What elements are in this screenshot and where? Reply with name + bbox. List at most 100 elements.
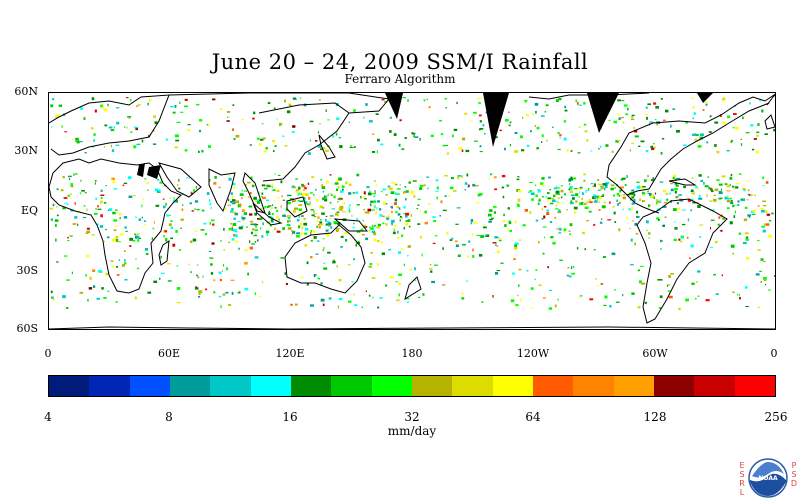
rain-speck bbox=[639, 265, 644, 267]
rain-speck bbox=[118, 259, 121, 261]
rain-speck bbox=[377, 223, 381, 227]
rain-speck bbox=[299, 222, 303, 226]
rain-speck bbox=[592, 185, 596, 188]
rain-speck bbox=[494, 188, 497, 191]
rain-speck bbox=[630, 238, 633, 242]
rain-speck bbox=[153, 128, 155, 132]
colorbar-swatch-11 bbox=[492, 376, 533, 396]
rain-speck bbox=[73, 173, 75, 176]
rain-speck bbox=[691, 198, 694, 202]
rain-speck bbox=[277, 196, 280, 199]
rain-speck bbox=[403, 227, 406, 230]
rain-speck bbox=[289, 194, 292, 196]
rain-speck bbox=[743, 189, 746, 192]
rain-speck bbox=[49, 207, 54, 210]
rain-speck bbox=[605, 144, 609, 147]
rain-speck bbox=[317, 145, 322, 148]
rain-speck bbox=[290, 230, 294, 232]
rain-speck bbox=[258, 199, 262, 202]
rain-speck bbox=[602, 256, 606, 258]
rain-speck bbox=[353, 293, 355, 296]
rain-speck bbox=[136, 267, 140, 270]
rain-speck bbox=[756, 131, 760, 134]
rain-speck bbox=[386, 218, 389, 221]
rain-speck bbox=[559, 193, 561, 196]
rain-speck bbox=[193, 189, 196, 192]
rain-speck bbox=[55, 224, 57, 227]
coast-india bbox=[208, 168, 236, 213]
rain-speck bbox=[745, 132, 750, 134]
rain-speck bbox=[141, 204, 143, 208]
rain-speck bbox=[495, 244, 497, 246]
rain-speck bbox=[540, 182, 544, 185]
rain-speck bbox=[230, 200, 233, 203]
rain-speck bbox=[426, 98, 428, 100]
rain-speck bbox=[373, 205, 375, 209]
rain-speck bbox=[280, 205, 282, 208]
rain-speck bbox=[660, 152, 663, 155]
coast-alaska bbox=[528, 93, 650, 100]
rain-speck bbox=[199, 129, 201, 133]
coast-caribbean bbox=[668, 178, 697, 186]
rain-speck bbox=[304, 203, 308, 205]
rain-speck bbox=[570, 150, 573, 152]
rain-speck bbox=[111, 265, 114, 268]
rain-speck bbox=[322, 147, 326, 149]
rain-speck bbox=[333, 259, 335, 262]
rain-speck bbox=[595, 278, 597, 280]
noaa-badge-text: NOAA bbox=[758, 475, 778, 482]
rain-speck bbox=[165, 238, 168, 242]
rain-speck bbox=[517, 198, 521, 202]
rain-speck bbox=[91, 97, 95, 101]
rain-speck bbox=[344, 231, 347, 234]
rain-speck bbox=[325, 180, 329, 184]
rain-speck bbox=[341, 185, 345, 188]
rain-speck bbox=[103, 297, 107, 299]
rain-speck bbox=[563, 228, 567, 232]
rain-speck bbox=[765, 284, 767, 286]
rain-speck bbox=[744, 286, 748, 289]
rain-speck bbox=[272, 140, 275, 142]
rain-speck bbox=[280, 180, 283, 184]
rain-speck bbox=[67, 194, 71, 197]
rain-speck bbox=[74, 216, 78, 219]
rain-speck bbox=[640, 140, 645, 143]
rain-speck bbox=[136, 143, 141, 146]
rain-speck bbox=[552, 199, 556, 202]
rain-speck bbox=[232, 223, 237, 226]
rain-speck bbox=[325, 149, 329, 153]
rain-speck bbox=[586, 139, 589, 142]
rain-speck bbox=[293, 210, 296, 213]
rain-speck bbox=[382, 222, 385, 225]
rain-speck bbox=[144, 178, 147, 180]
rain-speck bbox=[95, 208, 97, 210]
rain-speck bbox=[321, 186, 326, 189]
rain-speck bbox=[395, 281, 398, 283]
rain-speck bbox=[515, 304, 519, 307]
rain-speck bbox=[583, 101, 586, 105]
rain-speck bbox=[740, 143, 743, 146]
rain-speck bbox=[232, 128, 234, 131]
rain-speck bbox=[123, 182, 128, 184]
rain-speck bbox=[134, 235, 139, 239]
rain-speck bbox=[291, 198, 295, 200]
rain-speck bbox=[69, 235, 73, 237]
rain-speck bbox=[631, 292, 635, 295]
rain-speck bbox=[227, 116, 229, 118]
rain-speck bbox=[555, 204, 557, 207]
rain-speck bbox=[254, 241, 257, 243]
rain-speck bbox=[291, 185, 296, 189]
rain-speck bbox=[726, 150, 730, 152]
rain-speck bbox=[650, 196, 653, 198]
rain-speck bbox=[271, 183, 274, 187]
rain-speck bbox=[442, 144, 446, 147]
rain-speck bbox=[665, 109, 669, 113]
rain-speck bbox=[574, 187, 578, 190]
rain-speck bbox=[234, 212, 238, 216]
rain-speck bbox=[398, 207, 401, 210]
rain-speck bbox=[555, 190, 560, 194]
rain-speck bbox=[233, 217, 236, 220]
rain-speck bbox=[633, 193, 636, 197]
rain-speck bbox=[407, 245, 411, 248]
rain-speck bbox=[329, 193, 333, 195]
